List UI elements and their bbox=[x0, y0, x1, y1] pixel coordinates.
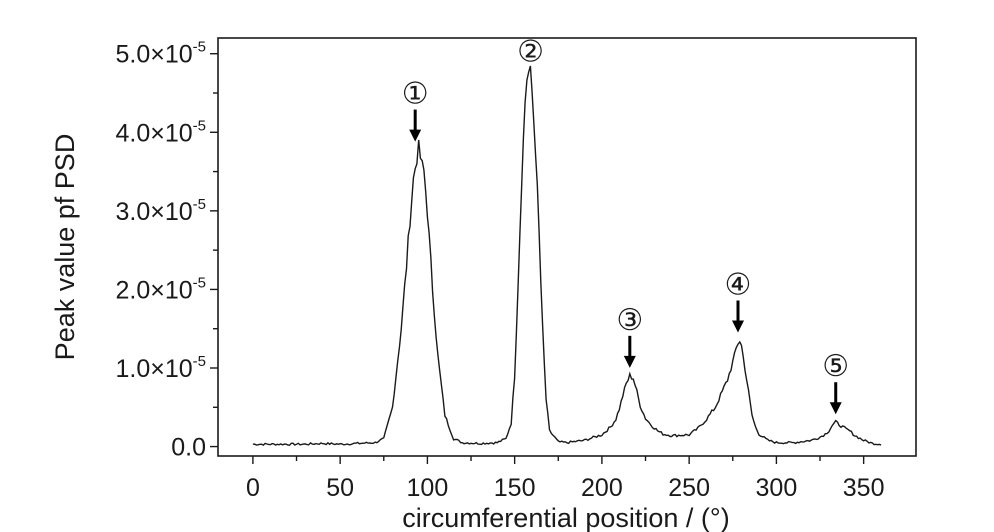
arrow-head bbox=[829, 402, 842, 415]
arrow-head bbox=[732, 320, 745, 333]
peak-label: ④ bbox=[725, 268, 752, 303]
peak-markers: ① ② ③ ④ ⑤ bbox=[402, 34, 849, 415]
peak-marker: ⑤ bbox=[822, 349, 849, 415]
x-tick-label: 100 bbox=[407, 474, 449, 502]
arrow-head bbox=[623, 355, 636, 368]
x-axis: 0 50 100 150 200 250 300 350 bbox=[246, 456, 885, 502]
plot-frame bbox=[217, 37, 917, 457]
peak-marker: ④ bbox=[725, 268, 752, 333]
x-tick-label: 350 bbox=[843, 474, 885, 502]
x-tick-label: 0 bbox=[246, 474, 260, 502]
y-tick-label: 2.0×10-5 bbox=[115, 274, 206, 304]
peak-marker: ① bbox=[402, 77, 429, 142]
x-tick-label: 200 bbox=[581, 474, 623, 502]
peak-label: ① bbox=[402, 77, 429, 112]
y-tick-label: 3.0×10-5 bbox=[115, 196, 206, 226]
x-tick-label: 250 bbox=[668, 474, 710, 502]
x-tick-label: 150 bbox=[494, 474, 536, 502]
x-axis-label: circumferential position / (°) bbox=[402, 503, 729, 532]
y-tick-label: 4.0×10-5 bbox=[115, 117, 206, 147]
y-axis: 0.0 1.0×10-5 2.0×10-5 3.0×10-5 4.0×10-5 5.0×1… bbox=[115, 39, 218, 462]
peak-marker: ③ bbox=[616, 303, 643, 368]
peak-label: ③ bbox=[616, 303, 643, 338]
x-tick-label: 300 bbox=[756, 474, 798, 502]
peak-marker: ② bbox=[517, 34, 544, 69]
y-tick-label: 5.0×10-5 bbox=[115, 39, 206, 69]
y-tick-label: 0.0 bbox=[171, 434, 206, 462]
peak-label: ② bbox=[517, 34, 544, 69]
y-axis-label: Peak value pf PSD bbox=[50, 134, 80, 361]
x-tick-label: 50 bbox=[326, 474, 354, 502]
peak-label: ⑤ bbox=[822, 349, 849, 384]
psd-series-line bbox=[252, 65, 882, 446]
y-tick-label: 1.0×10-5 bbox=[115, 353, 206, 383]
arrow-head bbox=[409, 129, 422, 142]
